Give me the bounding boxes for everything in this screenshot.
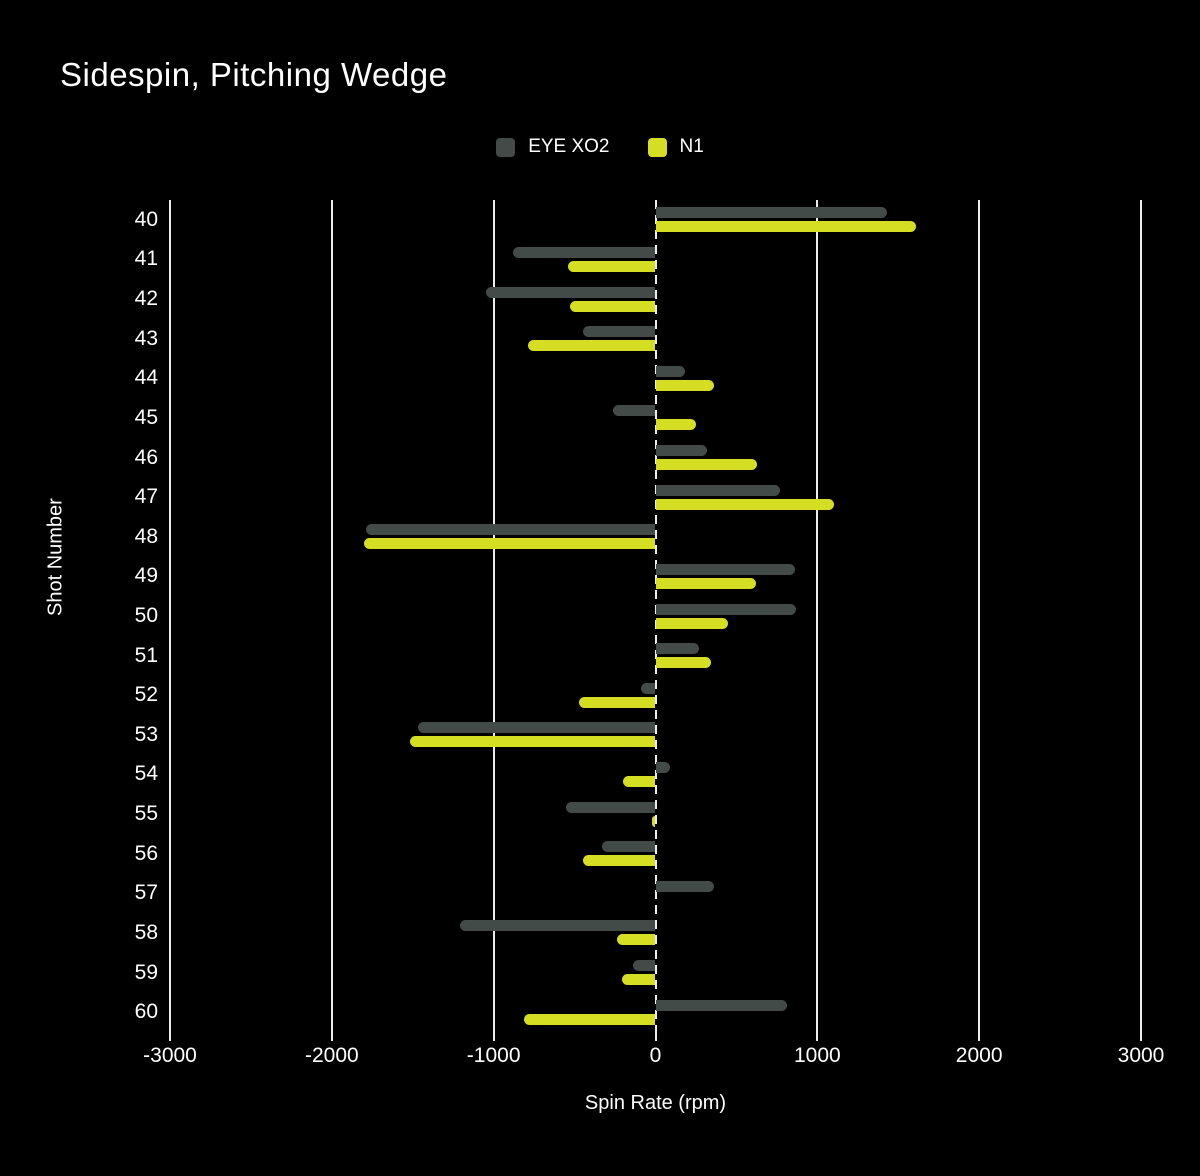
bar-n1-shot-40 xyxy=(655,221,917,233)
gridline--3000 xyxy=(169,200,171,1032)
bar-eye-xo2-shot-57 xyxy=(655,880,714,892)
y-tick-label-44: 44 xyxy=(134,366,158,390)
bar-eye-xo2-shot-42 xyxy=(485,286,656,298)
bar-eye-xo2-shot-56 xyxy=(602,841,656,853)
bar-eye-xo2-shot-40 xyxy=(655,207,887,219)
bar-n1-shot-54 xyxy=(623,775,656,787)
x-tick-mark-1000 xyxy=(816,1032,819,1041)
x-tick-mark-3000 xyxy=(1140,1032,1142,1041)
y-tick-label-53: 53 xyxy=(134,722,158,746)
y-axis-title: Shot Number xyxy=(44,498,67,616)
x-tick-label-1000: 1000 xyxy=(793,1044,841,1067)
x-tick-mark--1000 xyxy=(492,1032,495,1041)
x-tick-label-3000: 3000 xyxy=(1117,1044,1165,1067)
y-tick-label-48: 48 xyxy=(134,524,158,548)
bar-n1-shot-41 xyxy=(568,260,656,272)
bar-n1-shot-43 xyxy=(527,340,656,352)
bar-eye-xo2-shot-52 xyxy=(640,682,656,694)
bar-eye-xo2-shot-49 xyxy=(655,563,795,575)
y-tick-label-41: 41 xyxy=(134,247,158,271)
y-tick-label-51: 51 xyxy=(134,643,158,667)
bar-n1-shot-50 xyxy=(655,617,729,629)
legend-swatch-eye-xo2 xyxy=(496,137,516,157)
y-axis-tick-labels: 40 41 42 43 44 45 46 47 48 49 50 51 52 53 54 55 56 57 58 59… xyxy=(104,200,158,1032)
x-tick-mark--2000 xyxy=(330,1032,333,1041)
y-tick-label-60: 60 xyxy=(134,1000,158,1024)
gridline--2000 xyxy=(330,200,333,1032)
y-tick-label-56: 56 xyxy=(134,841,158,865)
y-tick-label-57: 57 xyxy=(134,881,158,905)
bar-n1-shot-52 xyxy=(579,696,656,708)
legend-item-n1: N1 xyxy=(647,136,704,158)
x-axis-tick-labels: -3000 -2000 -1000 0 1000 2000 3000 xyxy=(143,1044,1164,1070)
x-tick-mark--3000 xyxy=(169,1032,171,1041)
bar-n1-shot-51 xyxy=(655,657,711,669)
x-tick-label--1000: -1000 xyxy=(466,1044,521,1067)
bar-n1-shot-47 xyxy=(655,498,834,510)
bar-eye-xo2-shot-55 xyxy=(566,801,656,813)
bar-n1-shot-59 xyxy=(621,974,656,986)
x-tick-label--2000: -2000 xyxy=(304,1044,359,1067)
y-tick-label-46: 46 xyxy=(134,445,158,469)
gridline-zero xyxy=(654,200,657,1032)
x-tick-mark-2000 xyxy=(978,1032,981,1041)
y-tick-label-59: 59 xyxy=(134,960,158,984)
bar-n1-shot-58 xyxy=(616,934,656,946)
x-tick-label--3000: -3000 xyxy=(143,1044,197,1067)
bar-n1-shot-48 xyxy=(364,538,656,550)
bar-eye-xo2-shot-41 xyxy=(513,246,656,258)
bar-eye-xo2-shot-51 xyxy=(655,643,700,655)
bar-n1-shot-42 xyxy=(569,300,656,312)
gridline-1000 xyxy=(816,200,819,1032)
bar-eye-xo2-shot-43 xyxy=(582,326,656,338)
bar-eye-xo2-shot-45 xyxy=(613,405,656,417)
bar-eye-xo2-shot-47 xyxy=(655,484,781,496)
bar-eye-xo2-shot-58 xyxy=(459,920,656,932)
bar-n1-shot-44 xyxy=(655,379,714,391)
x-tick-mark-0 xyxy=(654,1032,657,1041)
bar-eye-xo2-shot-46 xyxy=(655,445,708,457)
bar-n1-shot-55 xyxy=(652,815,656,827)
bar-eye-xo2-shot-50 xyxy=(655,603,797,615)
bar-n1-shot-49 xyxy=(655,577,756,589)
y-tick-label-49: 49 xyxy=(134,564,158,588)
bar-eye-xo2-shot-54 xyxy=(655,761,671,773)
legend: EYE XO2 N1 xyxy=(0,136,1200,158)
legend-label-eye-xo2: EYE XO2 xyxy=(528,136,610,157)
legend-item-eye-xo2: EYE XO2 xyxy=(496,136,610,158)
y-tick-label-55: 55 xyxy=(134,802,158,826)
bar-eye-xo2-shot-59 xyxy=(632,960,656,972)
x-tick-label-0: 0 xyxy=(649,1044,662,1067)
chart-title: Sidespin, Pitching Wedge xyxy=(60,56,448,93)
bar-n1-shot-56 xyxy=(582,855,656,867)
y-tick-label-43: 43 xyxy=(134,326,158,350)
gridline-3000 xyxy=(1140,200,1142,1032)
x-axis-title: Spin Rate (rpm) xyxy=(584,1092,727,1114)
bar-n1-shot-53 xyxy=(409,736,656,748)
y-tick-label-58: 58 xyxy=(134,920,158,944)
legend-label-n1: N1 xyxy=(679,136,704,157)
y-tick-label-40: 40 xyxy=(134,207,158,231)
bar-eye-xo2-shot-48 xyxy=(365,524,656,536)
y-tick-label-45: 45 xyxy=(134,405,158,429)
bar-n1-shot-46 xyxy=(655,459,758,471)
y-tick-label-54: 54 xyxy=(134,762,158,786)
plot-area xyxy=(169,200,1142,1032)
y-tick-label-42: 42 xyxy=(134,287,158,311)
gridline-2000 xyxy=(978,200,981,1032)
bar-n1-shot-45 xyxy=(655,419,696,431)
x-tick-label-2000: 2000 xyxy=(955,1044,1003,1067)
bar-n1-shot-60 xyxy=(524,1013,656,1025)
gridline--1000 xyxy=(492,200,495,1032)
y-tick-label-47: 47 xyxy=(134,485,158,509)
bar-eye-xo2-shot-60 xyxy=(655,999,787,1011)
bar-eye-xo2-shot-53 xyxy=(417,722,656,734)
x-axis-tick-marks xyxy=(169,1032,1142,1041)
y-tick-label-50: 50 xyxy=(134,604,158,627)
bar-eye-xo2-shot-44 xyxy=(655,365,685,377)
legend-swatch-n1 xyxy=(647,137,667,157)
y-tick-label-52: 52 xyxy=(134,683,158,707)
